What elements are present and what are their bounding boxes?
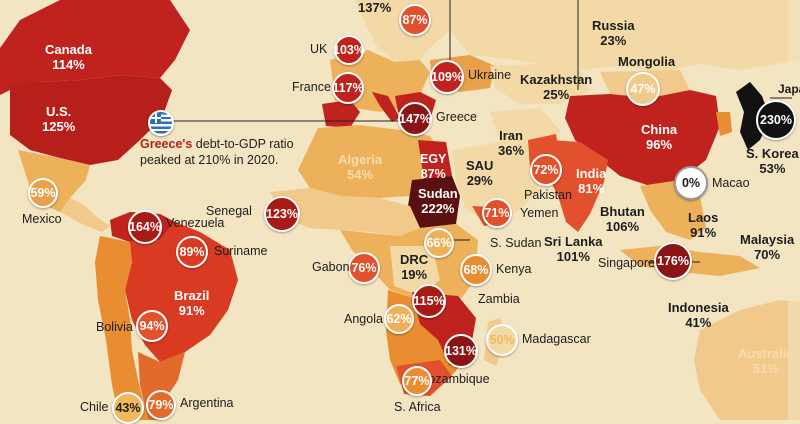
label-algeria: Algeria 54% [338, 152, 383, 182]
label-egypt: EGY 87% [420, 152, 447, 181]
name-zambia: Zambia [478, 292, 520, 306]
bubble-suriname: 89% [176, 236, 208, 268]
name-uk: UK [310, 42, 328, 56]
name-suriname: Suriname [214, 244, 268, 258]
label-us: U.S. 125% [42, 104, 76, 134]
bubble-ukraine: 109% [430, 60, 464, 94]
name-france: France [292, 80, 331, 94]
bubble-france: 117% [332, 72, 364, 104]
name-angola: Angola [344, 312, 383, 326]
bubble-bolivia: 94% [136, 310, 168, 342]
region-andes [95, 236, 148, 420]
name-madagascar: Madagascar [522, 332, 591, 346]
region-arabia [452, 142, 540, 222]
bubble-greece: 147% [398, 102, 432, 136]
region-russia [450, 0, 800, 72]
bubble-macao: 0% [674, 166, 708, 200]
callout-country: Greece's [140, 137, 193, 151]
region-egypt [418, 140, 452, 180]
label-malaysia: Malaysia 70% [740, 232, 795, 262]
name-argentina: Argentina [180, 396, 234, 410]
name-venezuela: Venezuela [166, 216, 225, 230]
name-gabon: Gabon [312, 260, 350, 274]
callout-line2: peaked at 210% in 2020. [140, 153, 279, 167]
bubble-yemen: 71% [482, 198, 512, 228]
label-sri-lanka: Sri Lanka 101% [544, 234, 603, 264]
name-pakistan: Pakistan [524, 188, 572, 202]
bubble-kenya: 68% [460, 254, 492, 286]
name-south-sudan: S. Sudan [490, 236, 542, 250]
bubble-madagascar: 50% [486, 324, 518, 356]
greece-flag-icon [148, 110, 174, 136]
bubble-uk: 103% [333, 35, 365, 65]
name-south-africa: S. Africa [394, 400, 441, 414]
label-kazakhstan: Kazakhstan 25% [520, 72, 593, 102]
bubble-japan: 230% [756, 100, 796, 140]
name-greece: Greece [436, 110, 477, 124]
label-top-partial: 137% [358, 0, 392, 15]
region-sudan [408, 176, 460, 228]
label-mongolia: Mongolia [618, 54, 676, 69]
region-canada [0, 0, 190, 95]
label-s-korea: S. Korea 53% [746, 146, 799, 176]
bubble-mozambique: 131% [444, 334, 478, 368]
region-central-america [60, 198, 110, 232]
bubble-mexico: 59% [28, 178, 58, 208]
region-drc [390, 246, 440, 296]
page-edge [788, 0, 800, 420]
name-chile: Chile [80, 400, 109, 414]
label-australia: Australia 51% [738, 346, 794, 376]
label-saudi: SAU 29% [466, 158, 494, 188]
label-brazil: Brazil 91% [174, 288, 210, 318]
label-drc: DRC 19% [400, 252, 429, 282]
callout-line1: debt-to-GDP ratio [192, 137, 294, 151]
bubble-pakistan: 72% [530, 154, 562, 186]
label-india: India 81% [576, 166, 607, 196]
region-italy [372, 92, 400, 122]
bubble-venezuela: 164% [128, 210, 162, 244]
region-korea [716, 112, 732, 136]
greece-callout: Greece's debt-to-GDP ratio peaked at 210%… [140, 136, 330, 168]
label-sudan: Sudan 222% [418, 186, 458, 216]
bubble-south-sudan: 66% [424, 228, 454, 258]
label-bhutan: Bhutan 106% [600, 204, 645, 234]
bubble-singapore: 176% [654, 242, 692, 280]
label-russia: Russia 23% [592, 18, 635, 48]
region-us [10, 75, 172, 165]
name-senegal: Senegal [206, 204, 252, 218]
bubble-senegal: 123% [264, 196, 300, 232]
label-laos: Laos 91% [688, 210, 719, 240]
name-singapore: Singapore [598, 256, 655, 270]
bubble-chile: 43% [112, 392, 144, 424]
bubble-zambia: 115% [412, 284, 446, 318]
region-north-africa [298, 125, 440, 198]
label-china: China 96% [641, 122, 678, 152]
label-japan: Japan [778, 82, 800, 96]
name-yemen: Yemen [520, 206, 559, 220]
name-kenya: Kenya [496, 262, 532, 276]
label-canada: Canada 114% [45, 42, 92, 72]
name-bolivia: Bolivia [96, 320, 133, 334]
name-ukraine: Ukraine [468, 68, 512, 82]
bubble-mongolia: 47% [626, 72, 660, 106]
name-mexico: Mexico [22, 212, 62, 226]
region-australia [694, 300, 800, 420]
region-india [546, 140, 608, 232]
bubble-norway-area: 87% [399, 4, 431, 36]
bubble-argentina: 79% [146, 390, 176, 420]
label-iran: Iran 36% [498, 128, 525, 158]
region-kazakhstan [490, 64, 590, 104]
region-mexico [18, 150, 90, 212]
bubble-south-africa: 77% [402, 366, 432, 396]
bubble-angola: 62% [384, 304, 414, 334]
name-macao: Macao [712, 176, 750, 190]
bubble-gabon: 76% [348, 252, 380, 284]
label-indonesia: Indonesia 41% [668, 300, 729, 330]
region-west-africa [270, 188, 420, 236]
name-mozambique: Mozambique [418, 372, 490, 386]
